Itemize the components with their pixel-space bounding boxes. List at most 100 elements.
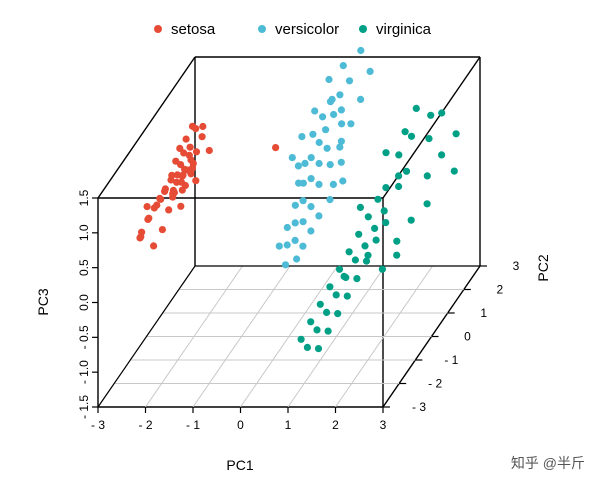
data-point-versicolor	[291, 236, 299, 244]
data-point-virginica	[380, 207, 388, 215]
data-point-versicolor	[325, 75, 333, 84]
data-point-versicolor	[339, 62, 347, 70]
data-point-virginica	[351, 256, 359, 264]
data-point-virginica	[303, 343, 311, 351]
data-point-versicolor	[330, 110, 338, 119]
data-point-virginica	[324, 327, 332, 335]
data-point-versicolor	[337, 158, 345, 166]
y-axis-title: PC2	[535, 254, 551, 281]
x-tick-label: 1	[285, 418, 292, 432]
data-point-versicolor	[315, 138, 323, 147]
data-point-versicolor	[337, 106, 345, 114]
y-tick-label: - 1	[444, 353, 458, 367]
data-point-setosa	[177, 161, 185, 169]
data-point-versicolor	[309, 130, 317, 138]
data-point-virginica	[345, 248, 353, 256]
data-point-virginica	[343, 292, 351, 300]
data-point-versicolor	[338, 120, 346, 128]
data-point-setosa	[192, 177, 200, 185]
y-tick-label: 2	[496, 283, 503, 297]
legend-marker-versicolor	[258, 25, 266, 33]
data-point-versicolor	[315, 159, 323, 168]
data-point-virginica	[361, 242, 369, 250]
y-tick-label: - 3	[412, 400, 426, 414]
data-point-virginica	[423, 200, 431, 208]
data-point-versicolor	[307, 203, 315, 211]
data-point-setosa	[167, 176, 175, 184]
data-point-setosa	[180, 149, 188, 157]
data-point-virginica	[395, 151, 403, 159]
data-point-setosa	[182, 135, 190, 143]
data-point-virginica	[371, 224, 379, 232]
data-point-versicolor	[283, 241, 291, 249]
data-point-versicolor	[294, 162, 302, 170]
data-point-virginica	[382, 149, 390, 157]
data-point-virginica	[372, 236, 380, 244]
z-tick-label: 1.0	[77, 224, 91, 241]
data-point-virginica	[323, 308, 331, 316]
data-point-virginica	[393, 251, 401, 259]
data-point-setosa	[153, 201, 161, 209]
data-point-virginica	[423, 172, 431, 180]
data-point-versicolor	[357, 95, 365, 103]
legend-label-setosa: setosa	[171, 21, 216, 38]
data-point-versicolor	[311, 107, 319, 115]
data-point-versicolor	[299, 197, 307, 205]
data-point-virginica	[407, 132, 416, 140]
data-point-setosa	[205, 146, 213, 155]
data-point-virginica	[427, 111, 435, 119]
data-point-versicolor	[301, 159, 309, 167]
data-point-virginica	[382, 184, 390, 192]
data-point-setosa	[178, 186, 186, 194]
data-point-versicolor	[299, 218, 307, 226]
z-tick-label: - 0.5	[77, 325, 91, 349]
data-point-versicolor	[275, 242, 283, 250]
data-point-virginica	[335, 265, 344, 273]
legend-label-versicolor: versicolor	[275, 21, 339, 38]
data-point-virginica	[297, 335, 305, 343]
data-point-virginica	[340, 272, 348, 280]
data-point-versicolor	[339, 177, 347, 185]
data-point-virginica	[450, 167, 458, 175]
data-point-versicolor	[299, 242, 307, 250]
data-point-virginica	[438, 109, 446, 117]
data-point-versicolor	[326, 98, 335, 106]
data-point-versicolor	[315, 180, 323, 188]
data-point-virginica	[313, 326, 321, 334]
data-point-setosa	[158, 226, 166, 234]
legend: setosa versicolor virginica	[154, 21, 432, 38]
data-point-versicolor	[295, 179, 303, 187]
data-point-setosa	[192, 125, 200, 133]
data-point-virginica	[407, 216, 415, 224]
data-point-virginica	[316, 300, 324, 308]
data-point-setosa	[199, 122, 207, 131]
data-point-setosa	[161, 187, 169, 195]
y-tick-label: 3	[513, 259, 520, 273]
plot-box	[97, 56, 481, 408]
z-axis-title: PC3	[35, 288, 51, 315]
data-point-virginica	[438, 151, 446, 159]
data-point-versicolor	[326, 161, 334, 169]
data-point-versicolor	[288, 154, 296, 162]
y-tick-label: - 2	[428, 377, 442, 391]
data-point-virginica	[364, 251, 372, 259]
z-tick-label: - 1.0	[77, 360, 91, 384]
data-point-setosa	[150, 242, 158, 250]
floor-grid	[97, 265, 480, 408]
data-point-versicolor	[357, 46, 365, 55]
data-point-virginica	[362, 257, 371, 265]
data-point-versicolor	[307, 154, 315, 162]
data-point-versicolor	[336, 91, 344, 99]
data-point-setosa	[177, 202, 185, 210]
z-tick-label: 1.5	[77, 189, 91, 206]
z-tick-label: 0.0	[77, 294, 91, 311]
data-point-versicolor	[347, 120, 355, 128]
data-point-virginica	[326, 283, 334, 291]
data-point-virginica	[395, 182, 403, 191]
data-point-versicolor	[319, 113, 327, 121]
data-point-virginica	[353, 275, 361, 283]
x-tick-label: - 2	[138, 418, 152, 432]
data-point-versicolor	[326, 196, 334, 204]
